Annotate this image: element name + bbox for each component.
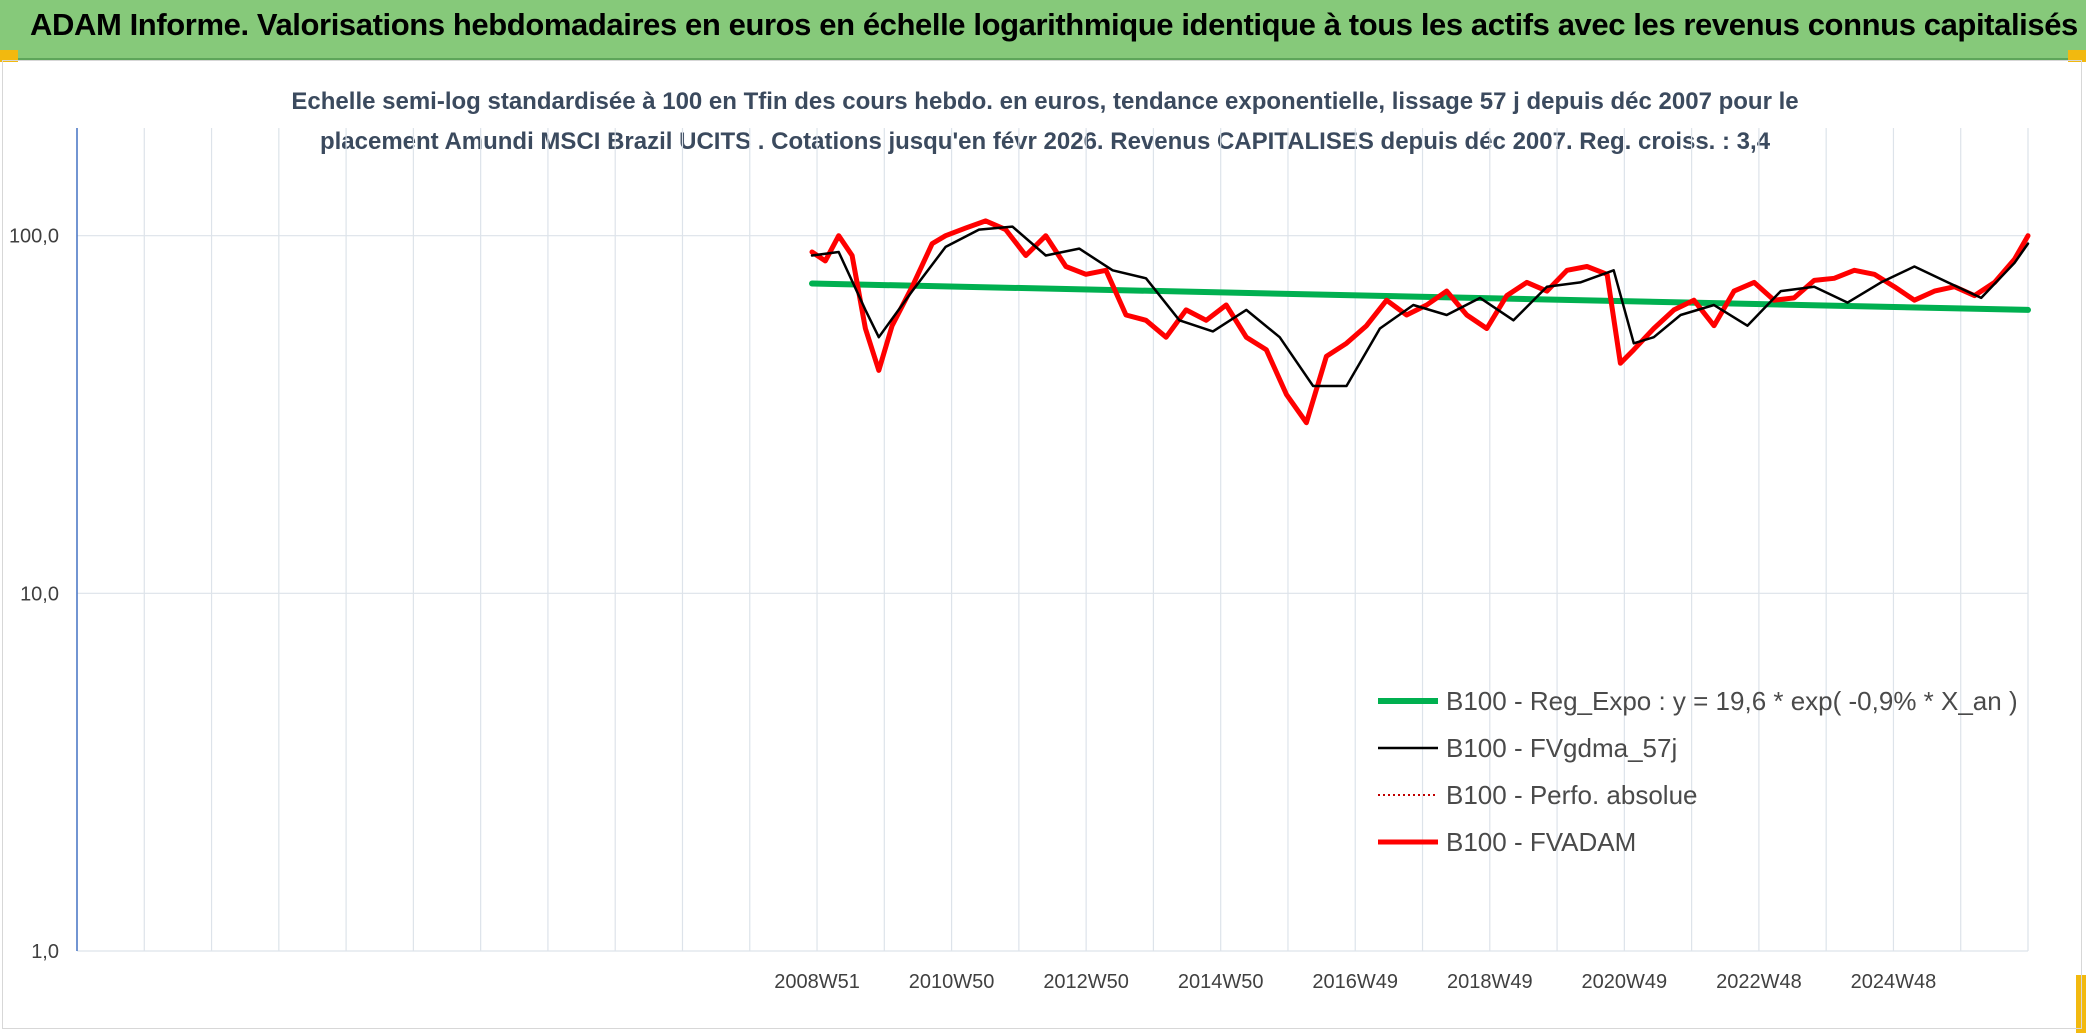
x-tick-label: 2012W50 xyxy=(1043,971,1129,993)
series-line-4 xyxy=(809,218,2031,426)
x-tick-label: 2016W49 xyxy=(1312,971,1398,993)
chart-frame xyxy=(2,60,2082,1029)
legend-label: B100 - Perfo. absolue xyxy=(1446,780,1698,810)
corner-accent-left xyxy=(0,50,18,62)
chart-subtitle-line1: Echelle semi-log standardisée à 100 en T… xyxy=(291,88,1799,115)
legend-label: B100 - FVgdma_57j xyxy=(1446,733,1677,763)
y-tick-label: 1,0 xyxy=(31,941,59,963)
corner-accent-right xyxy=(2068,50,2086,62)
x-tick-label: 2014W50 xyxy=(1178,971,1264,993)
chart-subtitle-line2: placement Amundi MSCI Brazil UCITS . Cot… xyxy=(319,128,1771,155)
x-tick-label: 2020W49 xyxy=(1582,971,1668,993)
x-tick-label: 2018W49 xyxy=(1447,971,1533,993)
banner-title: ADAM Informe. Valorisations hebdomadaire… xyxy=(30,7,2078,42)
x-tick-label: 2024W48 xyxy=(1851,971,1937,993)
series-line-1 xyxy=(809,280,2031,313)
x-tick-label: 2008W51 xyxy=(774,971,860,993)
legend-label: B100 - FVADAM xyxy=(1446,827,1636,857)
legend-label: B100 - Reg_Expo : y = 19,6 * exp( -0,9% … xyxy=(1446,686,2018,716)
series-line-2 xyxy=(810,225,2030,388)
y-tick-label: 10,0 xyxy=(20,583,59,605)
x-tick-label: 2010W50 xyxy=(909,971,995,993)
y-tick-label: 100,0 xyxy=(9,226,59,248)
title-banner: ADAM Informe. Valorisations hebdomadaire… xyxy=(0,0,2086,60)
x-tick-label: 2022W48 xyxy=(1716,971,1802,993)
